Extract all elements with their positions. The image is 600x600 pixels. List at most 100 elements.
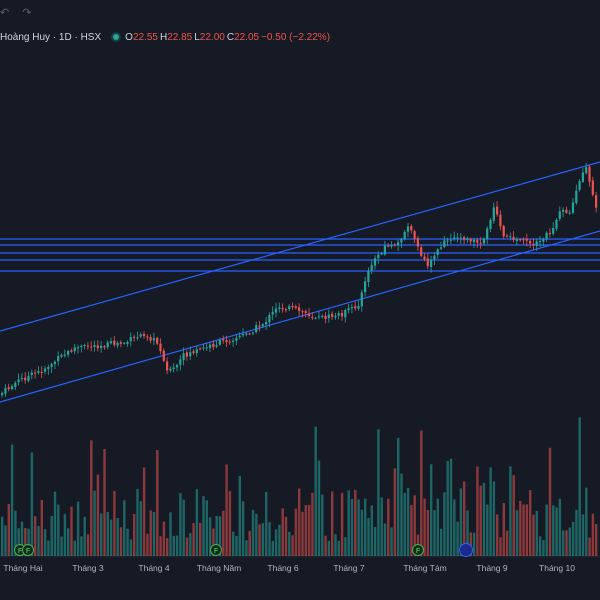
candle-body — [393, 244, 396, 246]
volume-bar — [499, 537, 502, 556]
candle-body — [403, 232, 406, 239]
volume-bar — [212, 528, 215, 556]
volume-bar — [588, 537, 591, 556]
candle-body — [63, 354, 66, 356]
volume-bar — [453, 499, 456, 556]
volume-bar — [76, 501, 80, 556]
candle-body — [14, 382, 17, 387]
volume-bar — [324, 535, 327, 556]
candle-body — [340, 312, 344, 317]
volume-bar — [383, 523, 387, 556]
candle-body — [337, 313, 340, 316]
volume-bar — [169, 512, 172, 556]
volume-bar — [152, 511, 156, 556]
volume-bar — [284, 516, 288, 556]
x-tick-label: Tháng 6 — [267, 563, 299, 573]
volume-bar — [103, 448, 106, 556]
volume-bar — [93, 490, 96, 556]
volume-bar — [397, 438, 400, 556]
volume-bar — [317, 460, 321, 556]
candle-body — [50, 364, 53, 367]
undo-icon[interactable]: ↶ — [0, 7, 10, 19]
candle-body — [446, 240, 449, 242]
volume-bar — [133, 513, 136, 556]
candle-body — [248, 333, 251, 335]
candle-body — [205, 347, 208, 349]
candle-body — [558, 211, 561, 219]
candle-body — [311, 316, 314, 318]
candle-body — [179, 359, 182, 365]
volume-bar — [380, 497, 383, 556]
volume-bar — [571, 521, 575, 556]
volume-bar — [83, 516, 86, 556]
candle-body — [284, 309, 287, 311]
candle-body — [486, 228, 489, 239]
candle-body — [383, 245, 386, 255]
x-tick-label: Tháng 3 — [72, 563, 104, 573]
candle-body — [96, 345, 99, 349]
candle-body — [47, 367, 50, 370]
symbol-title[interactable]: Hoàng Huy · 1D · HSX — [0, 31, 102, 43]
volume-bar — [60, 536, 63, 556]
redo-icon[interactable]: ↷ — [22, 7, 32, 19]
volume-bar — [179, 492, 182, 556]
candle-body — [552, 228, 555, 234]
volume-bar — [476, 466, 479, 556]
candle-body — [410, 225, 413, 231]
candle-body — [555, 219, 558, 229]
volume-bar — [548, 447, 552, 556]
candle-body — [195, 349, 198, 354]
volume-bar — [294, 508, 298, 556]
candle-body — [585, 167, 588, 174]
volume-bar — [370, 505, 373, 556]
volume-bar — [119, 527, 123, 556]
volume-bar — [271, 540, 274, 556]
candle-body — [139, 334, 142, 337]
volume-bar — [100, 513, 103, 556]
candle-body — [238, 335, 241, 338]
candle-body — [159, 343, 162, 352]
change-value: −0.50 (−2.22%) — [261, 31, 331, 43]
volume-bar — [439, 528, 443, 556]
volume-bar — [337, 540, 340, 556]
volume-bar — [274, 529, 278, 556]
candle-body — [390, 245, 393, 247]
volume-bar — [512, 475, 515, 556]
symbol-legend: Hoàng Huy · 1D · HSX O 22.55 H 22.85 L 22.0… — [0, 30, 332, 44]
volume-bar — [189, 533, 192, 556]
candle-body — [291, 305, 294, 308]
volume-bar — [195, 489, 199, 556]
volume-bar — [70, 506, 73, 556]
volume-bar — [43, 529, 47, 556]
volume-bar — [357, 499, 360, 556]
volume-bar — [575, 509, 578, 556]
volume-bar — [40, 499, 43, 556]
volume-bar — [225, 464, 228, 556]
x-tick-label: Tháng 10 — [539, 563, 575, 573]
volume-bar — [578, 417, 581, 556]
volume-bar — [14, 510, 17, 556]
candle-body — [436, 249, 439, 255]
candle-body — [472, 239, 476, 243]
volume-bar — [162, 521, 166, 556]
candle-body — [433, 255, 436, 260]
volume-bar — [456, 521, 459, 556]
candle-body — [373, 258, 377, 266]
volume-bar — [595, 524, 598, 556]
candle-body — [298, 307, 301, 311]
volume-bar — [238, 475, 241, 556]
candle-body — [208, 344, 212, 348]
volume-bar — [565, 530, 568, 556]
volume-bar — [466, 510, 469, 556]
candle-body — [192, 351, 195, 354]
volume-bar — [522, 504, 525, 556]
volume-bar — [47, 540, 50, 556]
market-status-icon[interactable] — [113, 34, 120, 40]
candle-body — [430, 259, 433, 267]
volume-bar — [63, 513, 67, 556]
candle-body — [40, 372, 43, 374]
candle-body — [515, 239, 518, 241]
volume-bar — [113, 491, 116, 556]
volume-bar — [96, 474, 100, 556]
